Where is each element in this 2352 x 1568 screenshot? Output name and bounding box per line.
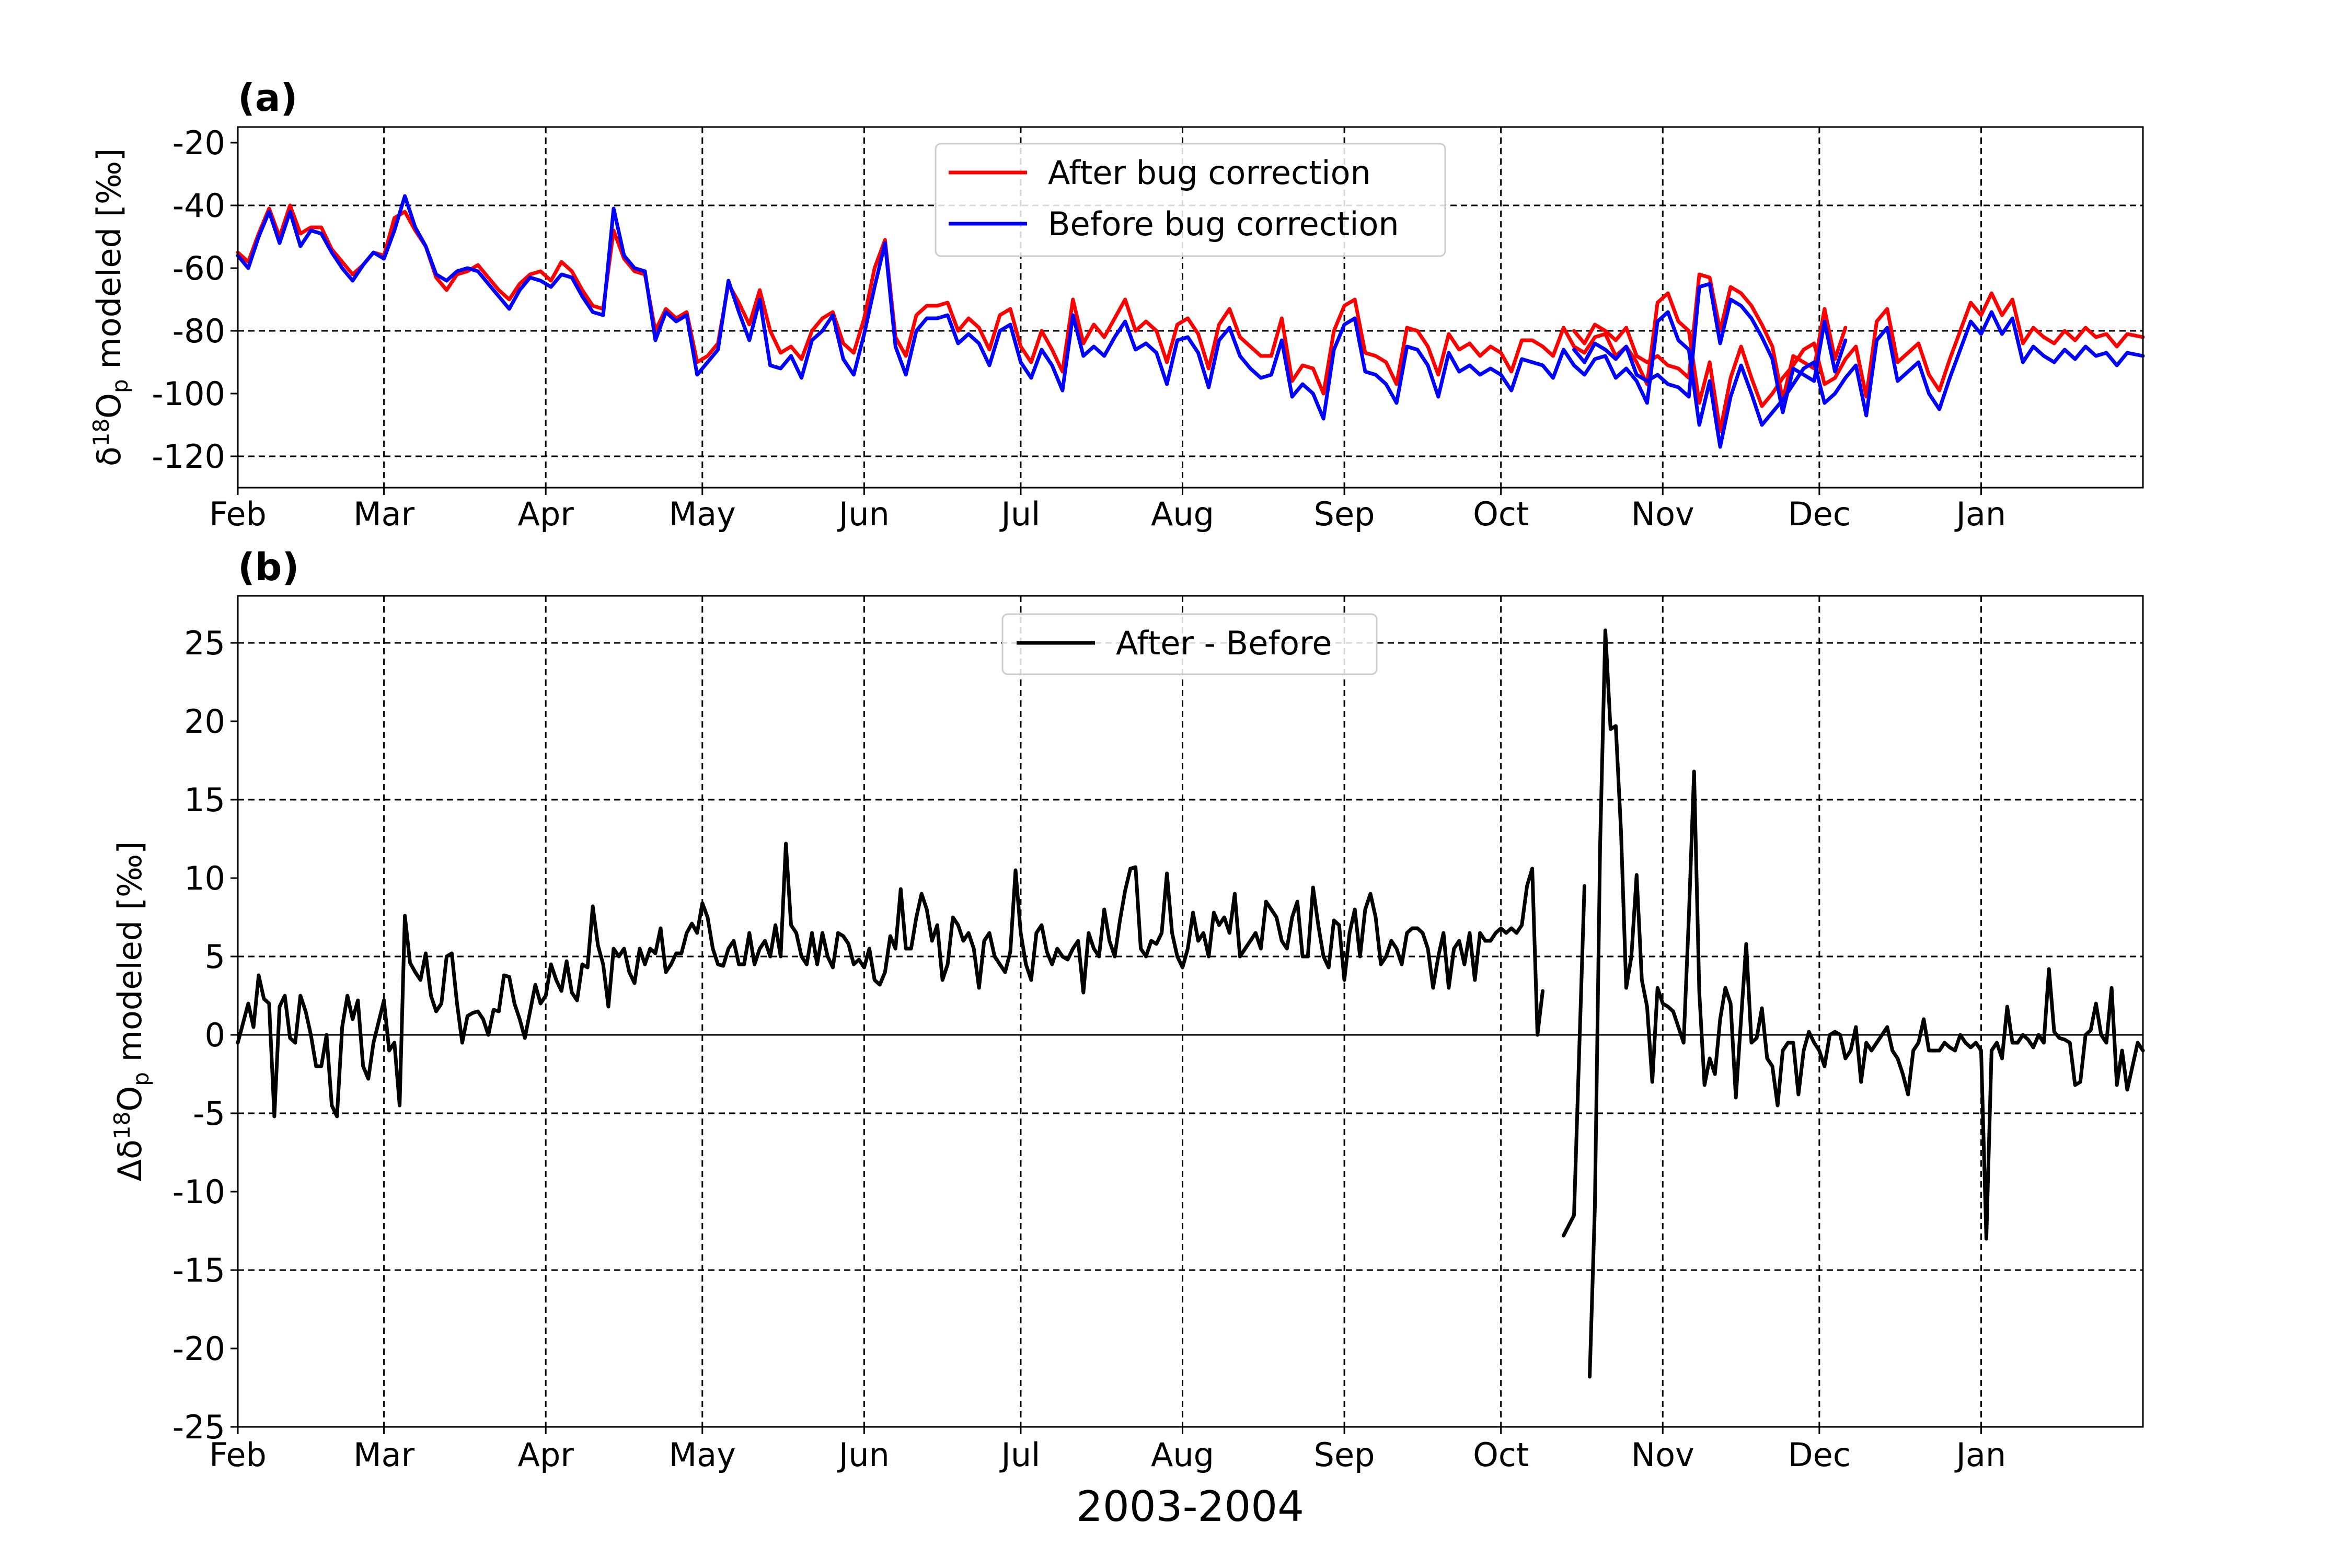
x-tick-label: Aug [1151,1436,1214,1474]
y-tick-label: -15 [172,1251,225,1289]
x-tick-label: Jul [999,495,1041,533]
x-tick-label: Mar [353,495,414,533]
y-tick-label: -20 [172,1330,225,1368]
legend-label-difference: After - Before [1116,624,1332,662]
x-tick-label: Aug [1151,495,1214,533]
x-tick-label: Nov [1631,495,1694,533]
panel-a-ylabel-suffix: modeled [‰] [90,148,128,379]
panel-b-legend-box [1001,613,1378,675]
x-tick-label: Feb [209,1436,267,1474]
panel-b-label: (b) [238,545,299,589]
panel-a-label: (a) [238,76,297,120]
panel-b-ylabel-sup: 18 [109,1112,135,1139]
series-line-after-before [1562,884,1586,1238]
x-axis-title: 2003-2004 [1076,1482,1304,1531]
x-tick-label: Nov [1631,1436,1694,1474]
y-tick-label: -40 [172,187,225,225]
panel-b: (b) 25 20 15 10 5 0 -5 -10 -15 -20 -25 Feb Mar Apr Ma… [109,545,2145,1474]
x-tick-label: Oct [1473,495,1529,533]
y-tick-label: -5 [193,1094,225,1133]
series-line-after-bug-correction [1572,272,1848,402]
x-tick-label: Jan [1954,495,2007,533]
series-line-after-bug-correction [236,203,2145,433]
panel-a-x-ticks: Feb Mar Apr May Jun Jul Aug Sep Oct Nov Dec Jan [209,488,2006,533]
panel-b-series [236,628,2145,1379]
panel-a-ylabel-prefix: δ [90,446,128,466]
panel-b-frame [237,595,2144,1428]
x-tick-label: Oct [1473,1436,1529,1474]
panel-a-legend-box [935,143,1446,257]
x-tick-label: Jun [837,1436,890,1474]
panel-b-ylabel-sub: p [128,1072,154,1086]
x-tick-label: Apr [518,495,574,533]
x-tick-label: Dec [1788,1436,1851,1474]
panel-b-y-grid [238,642,2143,1271]
panel-a-ylabel-sup: 18 [88,419,114,446]
panel-b-ylabel-prefix: Δδ [111,1139,149,1181]
panel-a-legend: After bug correction Before bug correcti… [935,143,1446,257]
x-tick-label: Sep [1314,495,1375,533]
panel-b-y-ticks: 25 20 15 10 5 0 -5 -10 -15 -20 -25 [172,624,238,1446]
panel-b-ylabel-suffix: modeled [‰] [111,841,149,1073]
series-line-after-before [236,841,1545,1119]
legend-label-before: Before bug correction [1048,205,1399,243]
y-tick-label: 5 [205,938,225,976]
panel-a-ylabel-sub: p [107,379,133,393]
y-tick-label: -100 [152,375,225,413]
series-line-after-before [1588,628,2145,1379]
x-tick-label: Jan [1954,1436,2007,1474]
panel-a-y-axis-title: δ18Op modeled [‰] [88,148,133,466]
x-tick-label: Jul [999,1436,1041,1474]
legend-label-after: After bug correction [1048,154,1371,192]
x-tick-label: Sep [1314,1436,1375,1474]
panel-a-series [236,194,2145,449]
panel-b-legend: After - Before [1001,613,1378,675]
y-tick-label: -120 [152,437,225,476]
panel-a-ylabel-mid: O [90,393,128,419]
y-tick-label: 20 [184,702,225,741]
x-tick-label: Apr [518,1436,574,1474]
series-line-before-bug-correction [1572,282,1848,414]
y-tick-label: -25 [172,1408,225,1446]
y-tick-label: 25 [184,624,225,662]
panel-b-y-axis-title: Δδ18Op modeled [‰] [109,841,154,1182]
x-tick-label: May [669,495,736,533]
panel-b-ylabel-mid: O [111,1086,149,1112]
y-tick-label: -60 [172,249,225,287]
x-tick-label: Dec [1788,495,1851,533]
panel-a-frame [237,126,2144,489]
panel-b-x-ticks: Feb Mar Apr May Jun Jul Aug Sep Oct Nov Dec Jan [209,1427,2006,1474]
y-tick-label: -10 [172,1173,225,1211]
panel-b-month-grid [383,596,1982,1427]
x-tick-label: Feb [209,495,267,533]
x-tick-label: Mar [353,1436,414,1474]
y-tick-label: 15 [184,781,225,819]
y-tick-label: 10 [184,859,225,897]
y-tick-label: 0 [205,1016,225,1054]
y-tick-label: -80 [172,312,225,350]
panel-a: (a) -20 -40 -60 -80 -100 -120 Feb Mar Apr May Jun… [88,76,2145,533]
y-tick-label: -20 [172,124,225,162]
x-tick-label: Jun [837,495,890,533]
x-tick-label: May [669,1436,736,1474]
panel-a-y-ticks: -20 -40 -60 -80 -100 -120 [152,124,238,476]
series-line-before-bug-correction [236,194,2145,449]
